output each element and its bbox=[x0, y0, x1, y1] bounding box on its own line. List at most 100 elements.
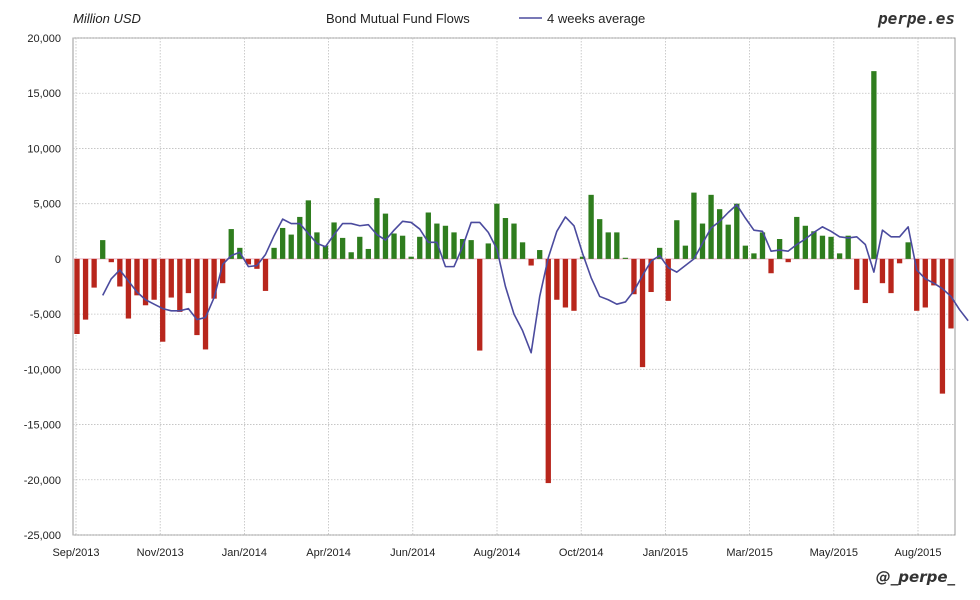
flow-bar bbox=[871, 71, 877, 259]
flow-bar bbox=[194, 258, 200, 336]
legend-label: 4 weeks average bbox=[547, 11, 645, 26]
flow-bar bbox=[776, 239, 783, 259]
flow-bar bbox=[485, 243, 491, 259]
flow-bar bbox=[528, 258, 534, 266]
flow-bar bbox=[134, 258, 140, 296]
x-tick-label: Sep/2013 bbox=[52, 547, 99, 559]
brand-watermark: perpe.es bbox=[877, 9, 955, 28]
flow-bar bbox=[185, 258, 192, 294]
flow-bar bbox=[742, 245, 749, 259]
flow-bar bbox=[357, 236, 363, 259]
flow-bar bbox=[845, 235, 851, 259]
flow-bar bbox=[639, 258, 646, 368]
flow-bar bbox=[202, 258, 209, 350]
flow-bar bbox=[734, 203, 740, 259]
flow-bar bbox=[862, 258, 868, 304]
flow-bar bbox=[905, 242, 911, 259]
x-tick-label: Nov/2013 bbox=[137, 547, 184, 559]
flow-bar bbox=[305, 200, 312, 259]
flow-bar bbox=[511, 223, 517, 259]
flow-bar bbox=[177, 258, 183, 312]
flow-bar bbox=[125, 258, 132, 319]
flow-bar bbox=[82, 258, 89, 320]
flow-bar bbox=[331, 222, 337, 259]
flow-bars bbox=[74, 71, 954, 484]
x-tick-label: May/2015 bbox=[810, 547, 858, 559]
flow-bar bbox=[245, 258, 252, 265]
flow-bar bbox=[314, 232, 320, 259]
x-tick-label: Aug/2015 bbox=[894, 547, 941, 559]
flow-bar bbox=[537, 250, 543, 259]
y-unit-label: Million USD bbox=[73, 11, 141, 26]
flow-bar bbox=[571, 258, 577, 311]
flow-bar bbox=[854, 258, 860, 290]
flow-bar bbox=[768, 258, 774, 274]
x-tick-label: Jun/2014 bbox=[390, 547, 435, 559]
flow-bar bbox=[399, 235, 406, 259]
flow-bar bbox=[648, 258, 654, 293]
flow-bar bbox=[622, 257, 629, 259]
flow-bar bbox=[91, 258, 97, 288]
flow-bar bbox=[939, 258, 946, 394]
flow-bar bbox=[322, 245, 329, 259]
flow-bar bbox=[160, 258, 166, 342]
flow-bar bbox=[614, 232, 620, 259]
flow-bar bbox=[417, 236, 423, 259]
flow-bar bbox=[382, 213, 389, 259]
grid-lines bbox=[72, 37, 956, 536]
average-line bbox=[101, 203, 969, 354]
flow-bar bbox=[888, 258, 894, 294]
flow-bar bbox=[228, 229, 234, 259]
flow-bar bbox=[108, 258, 114, 263]
y-tick-label: 15,000 bbox=[27, 88, 61, 100]
flow-bar bbox=[879, 258, 886, 284]
flow-bar bbox=[896, 258, 903, 264]
flow-bar bbox=[374, 198, 380, 259]
flow-bar bbox=[451, 232, 457, 259]
y-tick-label: -15,000 bbox=[24, 420, 61, 432]
flow-bar bbox=[545, 258, 551, 484]
x-tick-label: Jan/2014 bbox=[222, 547, 267, 559]
x-tick-label: Apr/2014 bbox=[306, 547, 351, 559]
flow-bar bbox=[434, 223, 440, 259]
flow-bar bbox=[477, 258, 483, 351]
flow-bar bbox=[759, 232, 766, 259]
flow-bar bbox=[425, 212, 431, 259]
flow-bar bbox=[117, 258, 123, 287]
y-tick-label: 5,000 bbox=[33, 199, 61, 211]
flow-bar bbox=[588, 194, 594, 259]
flow-bar bbox=[502, 218, 509, 259]
flow-bar bbox=[494, 203, 500, 259]
flow-bar bbox=[100, 240, 106, 259]
flow-bar bbox=[682, 245, 689, 259]
flow-bar bbox=[297, 216, 303, 259]
flow-bar bbox=[211, 258, 217, 299]
flow-bar bbox=[74, 258, 80, 334]
x-tick-label: Jan/2015 bbox=[643, 547, 688, 559]
flow-bar bbox=[922, 258, 928, 308]
flow-bar bbox=[828, 236, 834, 259]
x-tick-label: Mar/2015 bbox=[726, 547, 772, 559]
flow-bar bbox=[288, 234, 294, 259]
flow-bar bbox=[254, 258, 260, 269]
flow-bar bbox=[691, 192, 697, 259]
flow-bar bbox=[151, 258, 157, 300]
flow-bar bbox=[811, 231, 817, 259]
flow-bar bbox=[708, 194, 714, 259]
y-tick-label: 20,000 bbox=[27, 33, 61, 45]
flow-bar bbox=[579, 256, 586, 259]
flow-bar bbox=[836, 253, 843, 259]
flow-bar bbox=[785, 258, 791, 263]
flow-bar bbox=[819, 235, 826, 259]
x-tick-label: Oct/2014 bbox=[559, 547, 604, 559]
flow-bar bbox=[468, 240, 474, 259]
flow-bar bbox=[391, 233, 397, 259]
x-axis-ticks: Sep/2013 Nov/2013 Jan/2014 Apr/2014 Jun/2014… bbox=[52, 547, 941, 559]
flow-bar bbox=[914, 258, 920, 311]
flow-bar bbox=[751, 253, 757, 259]
flow-bar bbox=[597, 219, 603, 259]
flow-bar bbox=[605, 232, 611, 259]
flow-bar bbox=[442, 225, 449, 259]
flow-bar bbox=[262, 258, 269, 291]
